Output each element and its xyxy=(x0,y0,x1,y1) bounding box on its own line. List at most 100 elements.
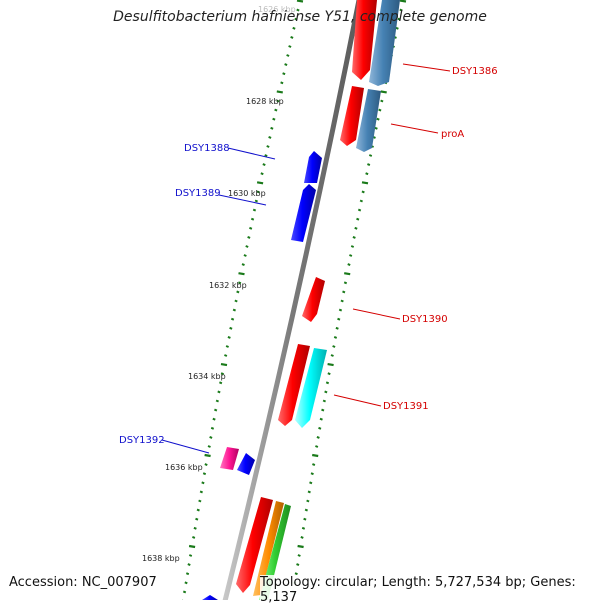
gene-label-proA: proA xyxy=(441,129,464,140)
inner-tick-mark xyxy=(230,317,235,321)
inner-tick-mark xyxy=(250,217,255,221)
outer-tick-mark xyxy=(343,281,348,285)
inner-tick-mark xyxy=(241,263,245,267)
inner-tick-mark xyxy=(196,508,200,512)
inner-tick-mark xyxy=(236,290,240,294)
inner-tick-mark xyxy=(187,563,191,567)
inner-tick-mark xyxy=(296,8,300,12)
inner-tick-mark xyxy=(256,190,260,194)
inner-tick-mark xyxy=(280,81,284,85)
outer-tick-mark xyxy=(304,508,308,512)
outer-tick-mark xyxy=(380,90,387,94)
inner-tick-mark xyxy=(243,254,247,257)
outer-tick-mark xyxy=(378,108,382,112)
inner-tick-mark xyxy=(201,481,205,485)
outer-tick-mark xyxy=(312,453,319,458)
gene-arrow-bottom-red xyxy=(236,497,273,593)
inner-tick-mark xyxy=(247,235,251,239)
outer-tick-mark xyxy=(368,154,373,157)
inner-tick-track xyxy=(181,0,304,603)
gene-arrow-bottom-orange xyxy=(253,501,284,596)
outer-tick-mark xyxy=(322,399,326,403)
inner-tick-mark xyxy=(238,281,242,285)
inner-tick-mark xyxy=(238,272,245,276)
gene-arrow-proA-steelblue xyxy=(356,89,381,152)
connector-DSY1390 xyxy=(352,308,401,320)
inner-tick-mark xyxy=(232,308,236,312)
outer-tick-mark xyxy=(296,563,300,567)
tick-label-1626: 1626 kbp xyxy=(258,5,296,14)
inner-tick-mark xyxy=(290,35,294,39)
outer-tick-mark xyxy=(374,126,378,130)
outer-tick-mark xyxy=(399,0,407,3)
inner-tick-mark xyxy=(204,463,208,467)
inner-tick-mark xyxy=(229,326,233,330)
label-connectors xyxy=(161,63,451,454)
inner-tick-mark xyxy=(220,363,228,367)
outer-tick-mark xyxy=(315,445,319,448)
genome-backbone xyxy=(221,0,362,605)
inner-tick-mark xyxy=(227,335,231,339)
inner-tick-mark xyxy=(276,99,280,103)
inner-tick-mark xyxy=(288,45,292,48)
connector-DSY1388 xyxy=(227,147,276,160)
inner-tick-mark xyxy=(272,117,276,121)
connector-DSY1386 xyxy=(402,63,451,72)
inner-tick-mark xyxy=(184,581,188,585)
outer-tick-mark xyxy=(340,299,344,303)
inner-tick-mark xyxy=(260,172,264,176)
inner-tick-mark xyxy=(207,445,211,448)
inner-tick-mark xyxy=(188,544,196,549)
gene-arrow-DSY1390 xyxy=(302,277,325,322)
outer-tick-mark xyxy=(361,181,369,185)
outer-tick-mark xyxy=(327,363,334,367)
genome-title: Desulfitobacterium hafniense Y51, comple… xyxy=(113,9,487,25)
inner-tick-mark xyxy=(286,54,290,57)
tick-label-1632: 1632 kbp xyxy=(209,281,247,290)
outer-tick-mark xyxy=(332,345,336,348)
inner-tick-mark xyxy=(182,590,187,594)
outer-tick-mark xyxy=(349,254,353,257)
inner-tick-mark xyxy=(234,299,238,303)
outer-tick-mark xyxy=(352,235,356,239)
outer-tick-mark xyxy=(380,99,384,103)
outer-tick-mark xyxy=(365,172,369,176)
gene-arrow-bottom-blue xyxy=(202,595,218,600)
inner-tick-mark xyxy=(282,72,286,76)
inner-tick-mark xyxy=(270,126,274,130)
tick-label-1630: 1630 kbp xyxy=(228,189,266,198)
inner-tick-mark xyxy=(252,208,257,212)
connector-proA xyxy=(390,123,439,134)
outer-tick-mark xyxy=(338,308,343,312)
inner-tick-mark xyxy=(204,453,211,458)
outer-tick-mark xyxy=(300,535,304,539)
inner-tick-mark xyxy=(193,526,197,530)
inner-tick-mark xyxy=(220,372,224,376)
outer-tick-mark xyxy=(303,517,307,521)
outer-tick-mark xyxy=(350,245,355,248)
outer-tick-mark xyxy=(395,26,399,30)
outer-tick-mark xyxy=(316,435,320,439)
inner-tick-mark xyxy=(224,354,228,357)
connector-DSY1392 xyxy=(161,439,210,454)
connector-DSY1391 xyxy=(333,394,382,407)
connector-DSY1389 xyxy=(218,194,267,206)
outer-tick-mark xyxy=(297,544,304,549)
inner-tick-mark xyxy=(296,0,304,3)
inner-tick-mark xyxy=(268,135,272,139)
inner-tick-mark xyxy=(284,63,288,67)
inner-tick-mark xyxy=(199,490,203,494)
outer-tick-mark xyxy=(330,354,334,357)
inner-tick-mark xyxy=(294,17,298,21)
inner-tick-mark xyxy=(262,163,266,167)
inner-tick-mark xyxy=(245,245,249,248)
inner-tick-mark xyxy=(249,226,253,230)
inner-tick-mark xyxy=(219,381,223,385)
outer-tick-mark xyxy=(356,217,360,221)
outer-tick-mark xyxy=(344,272,351,276)
outer-tick-mark xyxy=(361,190,365,194)
outer-tick-mark xyxy=(354,226,358,230)
gene-arrow-DSY1392-blue xyxy=(237,453,255,475)
tick-label-1634: 1634 kbp xyxy=(188,372,226,381)
